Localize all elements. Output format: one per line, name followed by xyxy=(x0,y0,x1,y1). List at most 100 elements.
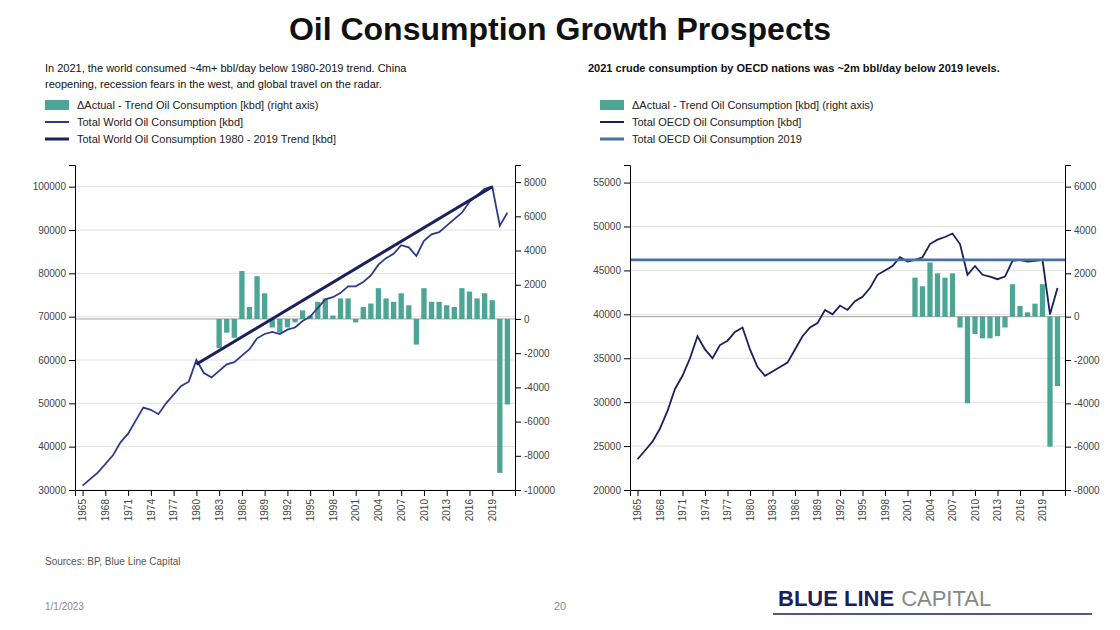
tick-mark xyxy=(515,456,521,457)
logo-primary: BLUE LINE xyxy=(778,586,894,611)
bar xyxy=(300,310,305,319)
tick-label: 2001 xyxy=(902,499,913,522)
tick: 50000 xyxy=(593,221,630,232)
tick-label: 1968 xyxy=(655,499,666,522)
tick-label: 1983 xyxy=(214,499,225,522)
bar-series xyxy=(216,271,510,473)
bar xyxy=(232,319,237,338)
tick: 1977 xyxy=(168,490,179,521)
tick: -8000 xyxy=(515,450,550,461)
tick: 2000 xyxy=(515,279,547,290)
tick: 2013 xyxy=(441,490,452,521)
tick: -8000 xyxy=(1065,485,1100,496)
footer: Sources: BP, Blue Line Capital1/1/202320… xyxy=(45,556,1092,614)
tick: 45000 xyxy=(593,265,630,276)
tick-label: 1998 xyxy=(328,499,339,522)
tick-mark xyxy=(1065,230,1071,231)
tick-label: 1995 xyxy=(857,499,868,522)
tick: 1977 xyxy=(722,490,733,521)
tick-label: 1977 xyxy=(168,499,179,522)
tick-label: 50000 xyxy=(593,221,621,232)
tick-mark xyxy=(773,490,774,496)
tick-label: 2000 xyxy=(524,279,547,290)
bar xyxy=(247,307,252,319)
tick-label: 4000 xyxy=(524,245,547,256)
tick-label: 1986 xyxy=(237,499,248,522)
grid-line xyxy=(75,403,515,404)
tick-label: 8000 xyxy=(524,177,547,188)
tick: 1983 xyxy=(214,490,225,521)
tick: -2000 xyxy=(1065,355,1100,366)
tick-label: 60000 xyxy=(38,355,66,366)
tick: 0 xyxy=(515,314,530,325)
tick-mark xyxy=(219,490,220,496)
tick: 2004 xyxy=(373,490,384,521)
tick-label: -10000 xyxy=(524,485,556,496)
tick-label: 1992 xyxy=(835,499,846,522)
subtitle: 2021 crude consumption by OECD nations w… xyxy=(588,62,1000,74)
bar xyxy=(1010,284,1015,317)
tick: -4000 xyxy=(1065,398,1100,409)
bar xyxy=(444,305,449,319)
tick-label: 1986 xyxy=(790,499,801,522)
grid xyxy=(75,187,515,490)
bar xyxy=(1055,317,1060,386)
tick: 1971 xyxy=(677,490,688,521)
date: 1/1/2023 xyxy=(45,601,84,612)
tick: 1965 xyxy=(632,490,643,521)
tick-label: 45000 xyxy=(593,265,621,276)
tick-label: -4000 xyxy=(1074,398,1100,409)
tick-mark xyxy=(975,490,976,496)
tick-mark xyxy=(128,490,129,496)
tick: 80000 xyxy=(38,268,75,279)
tick-mark xyxy=(683,490,684,496)
tick-label: -4000 xyxy=(524,382,550,393)
tick: 1986 xyxy=(237,490,248,521)
bar xyxy=(482,293,487,319)
bar xyxy=(414,319,419,345)
tick: 90000 xyxy=(38,225,75,236)
tick-label: 1998 xyxy=(880,499,891,522)
tick: 2007 xyxy=(947,490,958,521)
tick-label: 1992 xyxy=(282,499,293,522)
axis-line xyxy=(76,491,516,497)
subtitle-line: 2021 crude consumption by OECD nations w… xyxy=(588,62,1000,74)
bar xyxy=(920,286,925,316)
tick-mark xyxy=(863,490,864,496)
legend-item: ΔActual - Trend Oil Consumption [kbd] (r… xyxy=(600,99,874,111)
tick: 30000 xyxy=(38,485,75,496)
bar xyxy=(927,263,932,317)
tick-mark xyxy=(469,490,470,496)
grid-line xyxy=(630,402,1065,403)
tick: 1989 xyxy=(812,490,823,521)
tick-label: 1980 xyxy=(745,499,756,522)
grid-line xyxy=(630,358,1065,359)
tick: 55000 xyxy=(593,177,630,188)
axis-line xyxy=(516,166,522,491)
tick: 2016 xyxy=(464,490,475,521)
tick-label: 90000 xyxy=(38,225,66,236)
grid-line xyxy=(630,270,1065,271)
bar xyxy=(361,307,366,319)
tick: 1971 xyxy=(123,490,134,521)
logo-secondary: CAPITAL xyxy=(901,586,991,611)
bar xyxy=(277,319,282,333)
axis-line xyxy=(1066,166,1072,491)
tick: 1968 xyxy=(655,490,666,521)
chart: In 2021, the world consumed ~4m+ bbl/day… xyxy=(33,62,556,521)
tick-label: -2000 xyxy=(1074,355,1100,366)
tick-mark xyxy=(174,490,175,496)
axis: 1965196819711974197719801983198619891992… xyxy=(76,490,516,521)
tick-label: 1983 xyxy=(767,499,778,522)
tick-mark xyxy=(287,490,288,496)
bar xyxy=(436,302,441,319)
legend-label: Total OECD Oil Consumption 2019 xyxy=(632,133,802,145)
axis: 2000025000300003500040000450005000055000 xyxy=(593,166,630,496)
tick-label: 1971 xyxy=(123,499,134,522)
bar xyxy=(497,319,502,473)
bar xyxy=(406,305,411,319)
axis: 3000040000500006000070000800009000010000… xyxy=(33,166,76,496)
legend-item: Total World Oil Consumption 1980 - 2019 … xyxy=(45,133,336,145)
tick: 4000 xyxy=(1065,225,1097,236)
tick: 1983 xyxy=(767,490,778,521)
